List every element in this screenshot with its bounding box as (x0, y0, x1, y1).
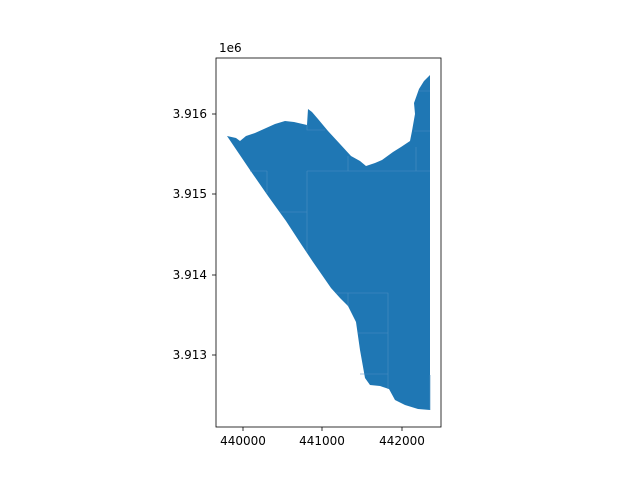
x-axis: 440000 441000 442000 (220, 427, 425, 448)
region-layer (227, 75, 431, 410)
region-polygon (227, 75, 430, 410)
y-tick-label: 3.915 (173, 187, 207, 201)
y-tick-label: 3.916 (173, 107, 207, 121)
x-tick-label: 441000 (299, 434, 345, 448)
y-tick-label: 3.914 (173, 268, 207, 282)
y-tick-label: 3.913 (173, 348, 207, 362)
axis-offset-label: 1e6 (219, 41, 242, 55)
x-tick-label: 440000 (220, 434, 266, 448)
y-axis: 3.913 3.914 3.915 3.916 (173, 107, 216, 362)
x-tick-label: 442000 (379, 434, 425, 448)
region-boundaries (250, 90, 431, 410)
axes-frame (215, 57, 442, 428)
